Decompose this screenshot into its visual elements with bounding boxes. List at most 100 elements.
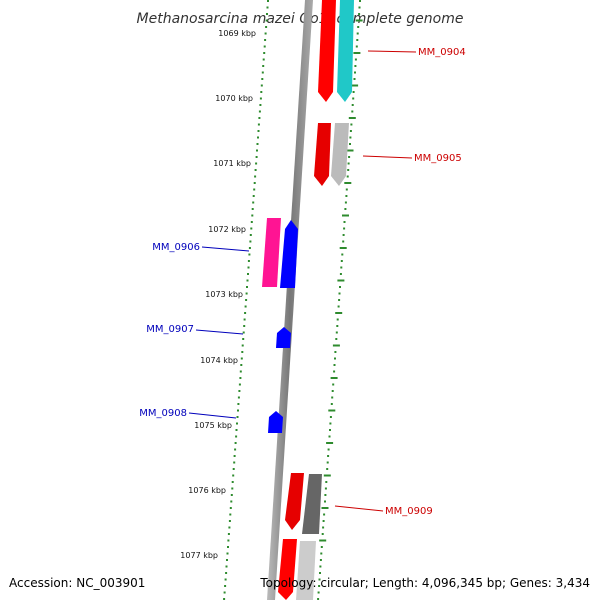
scale-tick <box>344 201 347 204</box>
scale-tick <box>225 572 228 574</box>
scale-tick <box>240 357 243 360</box>
scale-tick <box>234 448 237 451</box>
gene-arrow-mm-0906[interactable] <box>262 218 281 287</box>
gene-arrow-mm-0909[interactable] <box>285 473 304 530</box>
scale-tick <box>329 429 331 431</box>
scale-tick <box>353 78 356 80</box>
scale-tick <box>255 162 258 165</box>
scale-tick <box>254 175 257 178</box>
gene-arrow-mm-0907[interactable] <box>276 327 291 348</box>
kbp-label: 1074 kbp <box>200 356 238 365</box>
scale-tick <box>354 71 356 74</box>
scale-tick <box>334 357 336 360</box>
scale-tick <box>349 143 351 145</box>
scale-tick <box>226 552 229 555</box>
scale-tick <box>318 578 321 581</box>
scale-tick <box>246 286 248 288</box>
scale-tick <box>266 13 268 15</box>
scale-tick <box>250 227 253 230</box>
scale-tick <box>336 325 339 327</box>
gene-arrow-mm-0904-cds[interactable] <box>337 0 354 102</box>
scale-tick <box>326 442 334 444</box>
scale-tick <box>349 136 352 139</box>
scale-tick <box>324 500 326 503</box>
genome-backbone <box>267 0 313 600</box>
scale-tick <box>223 598 226 600</box>
scale-tick <box>232 468 235 470</box>
scale-tick <box>263 45 266 48</box>
kbp-label: 1073 kbp <box>205 290 243 299</box>
gene-arrow-mm-0904[interactable] <box>318 0 336 102</box>
gene-arrow-mm-0905[interactable] <box>314 123 331 186</box>
gene-label-mm-0908[interactable]: MM_0908 <box>139 408 187 419</box>
scale-tick <box>346 149 354 152</box>
scale-tick <box>247 266 250 269</box>
scale-tick <box>261 71 264 74</box>
gene-arrow-mm-0906-cds[interactable] <box>280 220 298 288</box>
scale-tick <box>343 221 346 223</box>
kbp-label: 1072 kbp <box>208 225 246 234</box>
scale-tick <box>340 266 343 269</box>
scale-tick <box>324 494 327 496</box>
scale-tick <box>247 260 250 262</box>
scale-tick <box>344 208 347 210</box>
scale-tick <box>337 279 345 282</box>
kbp-label: 1077 kbp <box>180 551 218 560</box>
reverse-strand-genes <box>262 218 298 433</box>
scale-tick <box>323 474 331 477</box>
scale-tick <box>328 409 336 412</box>
gene-label-mm-0904[interactable]: MM_0904 <box>418 47 466 58</box>
gene-label-mm-0906[interactable]: MM_0906 <box>152 242 200 253</box>
scale-tick <box>345 195 348 197</box>
scale-tick <box>321 533 324 535</box>
scale-tick <box>358 6 361 9</box>
scale-tick <box>225 565 228 568</box>
scale-tick <box>238 383 241 386</box>
scale-tick <box>241 344 244 347</box>
scale-tick <box>344 182 352 184</box>
scale-tick <box>317 591 320 594</box>
scale-tick <box>257 123 260 126</box>
scale-tick <box>255 156 258 158</box>
scale-tick <box>242 331 245 334</box>
scale-tick <box>343 227 346 230</box>
scale-tick <box>356 32 359 35</box>
scale-tick <box>247 273 249 275</box>
scale-tick <box>320 552 323 555</box>
scale-tick <box>346 175 349 178</box>
scale-tick <box>260 84 263 87</box>
scale-tick <box>321 507 329 509</box>
scale-tick <box>342 240 345 243</box>
gene-label-mm-0905[interactable]: MM_0905 <box>414 153 462 164</box>
scale-tick <box>227 539 230 542</box>
scale-tick <box>342 214 349 217</box>
scale-tick <box>240 364 243 366</box>
scale-tick <box>345 188 348 191</box>
kbp-label: 1076 kbp <box>188 486 226 495</box>
gene-label-mm-0907[interactable]: MM_0907 <box>146 324 194 335</box>
kbp-label: 1069 kbp <box>218 29 256 38</box>
scale-tick <box>348 156 351 158</box>
scale-tick <box>233 455 236 457</box>
gene-label-mm-0909[interactable]: MM_0909 <box>385 506 433 517</box>
gene-arrow-mm-0908[interactable] <box>268 411 283 433</box>
gene-arrow-next-cds[interactable] <box>296 541 316 600</box>
gene-arrow-mm-0905-cds[interactable] <box>331 123 349 186</box>
scale-tick <box>348 117 356 119</box>
scale-tick <box>232 474 235 477</box>
scale-tick <box>252 195 255 197</box>
scale-tick <box>339 247 347 249</box>
scale-tick <box>263 52 266 54</box>
scale-tick <box>229 507 232 509</box>
scale-tick <box>351 110 354 113</box>
scale-tick <box>239 370 242 373</box>
scale-tick <box>243 318 246 321</box>
scale-tick <box>231 481 234 483</box>
gene-arrow-next[interactable] <box>278 539 297 600</box>
scale-tick <box>224 585 227 587</box>
scale-tick <box>231 487 234 490</box>
scale-tick <box>251 208 254 210</box>
gene-arrow-mm-0909-cds[interactable] <box>302 474 322 534</box>
scale-tick <box>244 312 247 314</box>
scale-tick <box>243 325 246 327</box>
